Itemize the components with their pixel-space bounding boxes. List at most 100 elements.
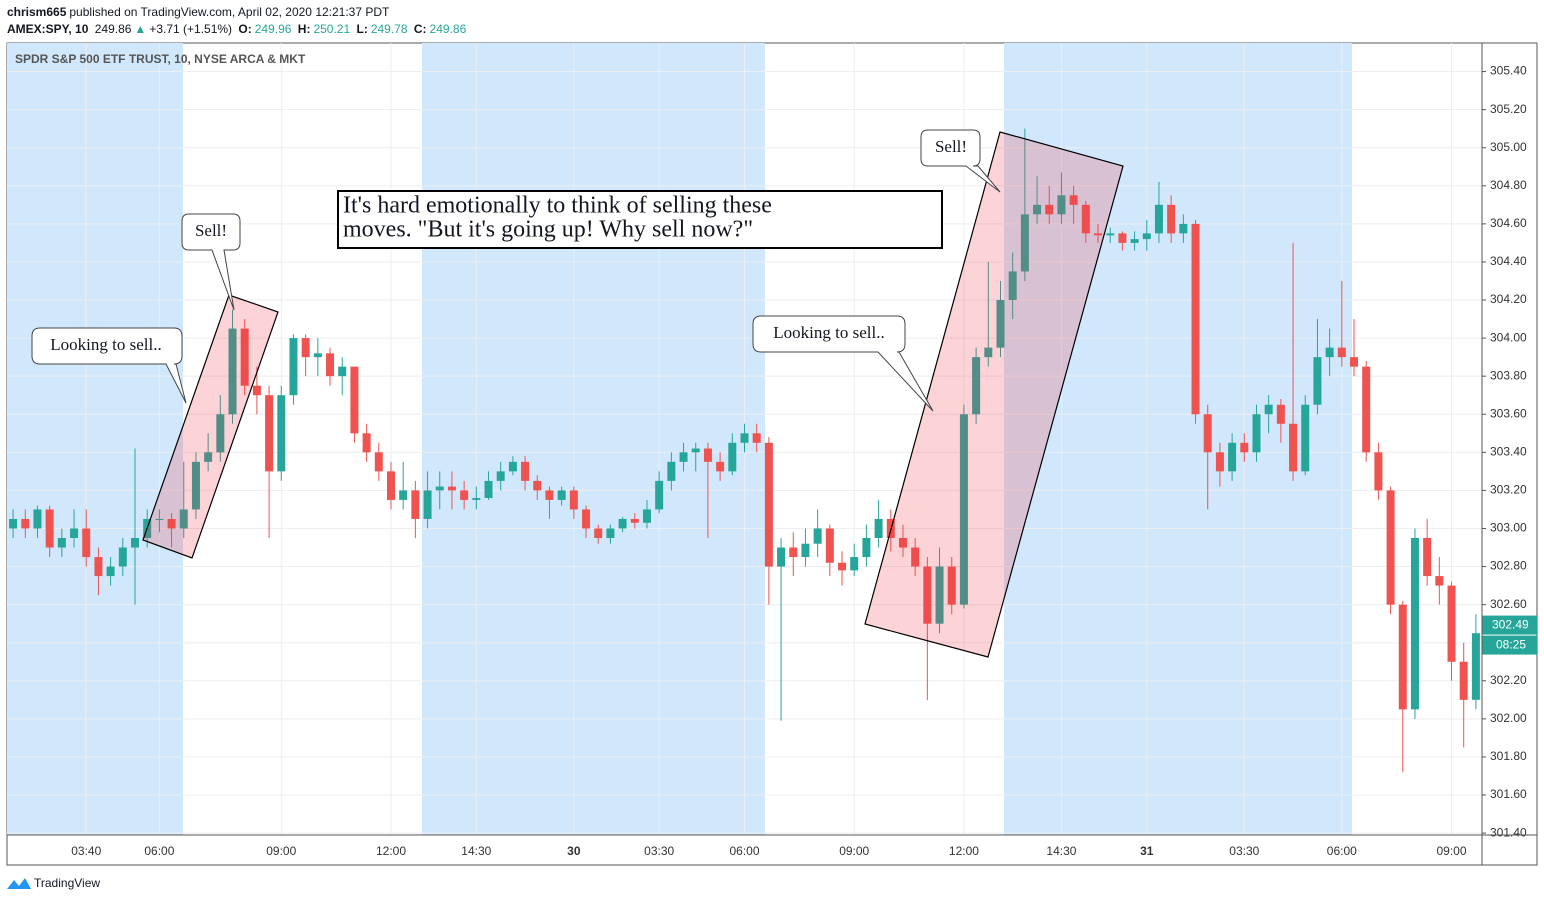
header-line: chrism665 published on TradingView.com, A…	[7, 5, 392, 19]
candle-body	[1130, 239, 1139, 243]
countdown-label: 08:25	[1496, 638, 1526, 652]
author: chrism665	[7, 5, 67, 19]
candle-body	[326, 353, 335, 377]
candle-body	[508, 461, 517, 472]
candle-body	[655, 480, 664, 510]
y-tick-label: 303.20	[1490, 483, 1527, 497]
candle-body	[277, 395, 286, 472]
candle-body	[1228, 442, 1237, 472]
candle-body	[228, 328, 237, 415]
axes: 301.40301.60301.80302.00302.20302.40302.…	[71, 64, 1537, 858]
candle-body	[642, 509, 651, 523]
low: 249.78	[370, 22, 408, 36]
y-tick-label: 304.20	[1490, 292, 1527, 306]
candle-body	[716, 461, 725, 472]
candle-body	[898, 538, 907, 548]
y-tick-label: 304.60	[1490, 216, 1527, 230]
candle-body	[691, 448, 700, 453]
callout-text: Sell!	[935, 137, 967, 156]
candle-body	[1447, 585, 1456, 662]
y-tick-label: 304.80	[1490, 178, 1527, 192]
candle-body	[1471, 633, 1480, 700]
candle-body	[874, 518, 883, 538]
candle-body	[1167, 204, 1176, 234]
callout-bubble	[752, 315, 934, 412]
candle-body	[606, 528, 615, 538]
candle-body	[374, 452, 383, 472]
x-tick-label: 06:00	[729, 844, 759, 858]
candle-body	[752, 433, 761, 443]
candle-body	[155, 518, 164, 520]
chart-title: SPDR S&P 500 ETF TRUST, 10, NYSE ARCA & …	[15, 52, 306, 66]
candle-body	[179, 509, 188, 529]
y-tick-label: 301.60	[1490, 787, 1527, 801]
candle-body	[850, 557, 859, 571]
candle-body	[70, 528, 79, 538]
candle-body	[1276, 404, 1285, 424]
symbol: AMEX:SPY, 10	[7, 22, 89, 36]
candle-body	[472, 498, 481, 500]
candle-body	[1374, 452, 1383, 491]
candle-body	[923, 566, 932, 624]
candle-body	[386, 471, 395, 500]
candle-body	[1020, 214, 1029, 272]
x-tick-label: 31	[1140, 844, 1154, 858]
y-tick-label: 302.60	[1490, 597, 1527, 611]
candle-body	[484, 480, 493, 499]
candle-body	[1033, 204, 1042, 215]
candle-body	[679, 452, 688, 462]
candle-body	[1435, 576, 1444, 586]
candle-body	[1203, 414, 1212, 453]
open: 249.96	[254, 22, 292, 36]
candle-body	[1325, 347, 1334, 358]
x-tick-label: 09:00	[839, 844, 869, 858]
candle-body	[1069, 195, 1078, 205]
candle-body	[45, 509, 54, 548]
candle-body	[496, 471, 505, 481]
candle-body	[1142, 233, 1151, 240]
candle-body	[996, 300, 1005, 348]
x-tick-label: 14:30	[1046, 844, 1076, 858]
candle-body	[1264, 404, 1273, 415]
candle-body	[728, 442, 737, 472]
o-label: O:	[238, 22, 252, 36]
x-tick-label: 30	[567, 844, 581, 858]
x-tick-label: 09:00	[1437, 844, 1467, 858]
last-price-box	[1482, 615, 1537, 635]
candle-body	[862, 538, 871, 558]
candle-body	[1410, 538, 1419, 710]
candle-body	[740, 433, 749, 443]
y-tick-label: 303.40	[1490, 444, 1527, 458]
candle-body	[582, 509, 591, 529]
y-tick-label: 304.00	[1490, 330, 1527, 344]
candle-body	[1106, 233, 1115, 236]
published: published on TradingView.com, April 02, …	[69, 5, 390, 19]
candle-body	[1191, 223, 1200, 415]
candle-body	[959, 414, 968, 605]
highlight-box	[142, 294, 279, 559]
price: 249.86	[94, 22, 132, 36]
candle-body	[118, 547, 127, 567]
note-box	[337, 190, 943, 249]
candle-body	[265, 395, 274, 472]
candle-body	[399, 490, 408, 500]
candle-body	[838, 562, 847, 571]
y-tick-label: 303.60	[1490, 406, 1527, 420]
candle-body	[1386, 490, 1395, 605]
candle-body	[911, 547, 920, 567]
candle-body	[21, 518, 30, 529]
candle-body	[1008, 271, 1017, 301]
candle-body	[1094, 233, 1103, 236]
y-tick-label: 305.20	[1490, 102, 1527, 116]
y-tick-label: 304.40	[1490, 254, 1527, 268]
candle-body	[594, 528, 603, 538]
candle-body	[1301, 404, 1310, 472]
y-tick-label: 303.80	[1490, 368, 1527, 382]
session-shade	[7, 43, 183, 835]
candle-body	[935, 566, 944, 624]
candle-body	[667, 461, 676, 481]
candle-body	[1179, 223, 1188, 234]
candle-body	[106, 566, 115, 577]
candle-body	[801, 543, 810, 558]
